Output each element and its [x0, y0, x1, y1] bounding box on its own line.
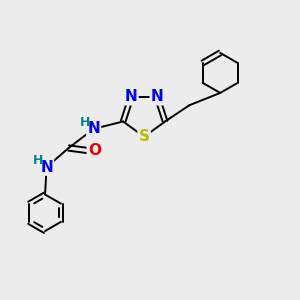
- Text: O: O: [88, 143, 101, 158]
- Text: N: N: [125, 89, 137, 104]
- Text: S: S: [139, 129, 150, 144]
- Text: N: N: [40, 160, 53, 175]
- Text: H: H: [80, 116, 91, 129]
- Text: N: N: [151, 89, 164, 104]
- Text: H: H: [32, 154, 43, 167]
- Text: N: N: [87, 122, 100, 136]
